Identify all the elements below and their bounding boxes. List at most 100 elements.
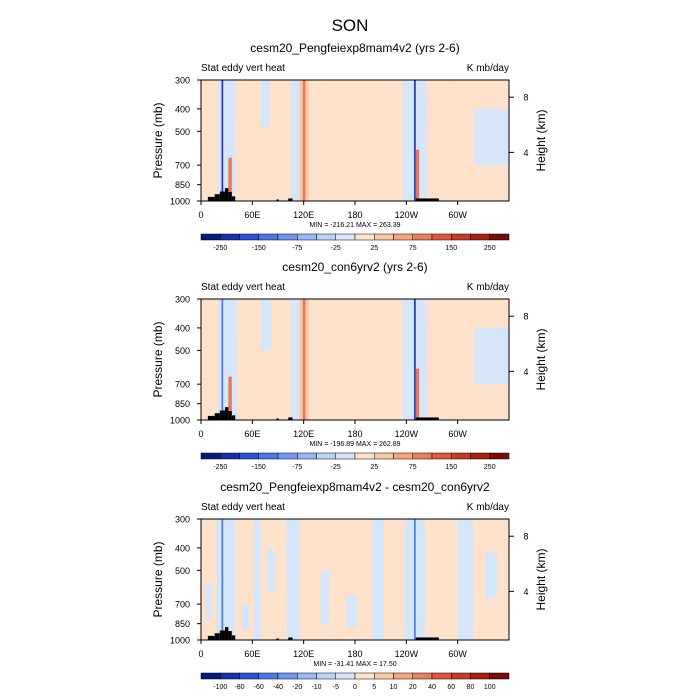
x-tick-label: 120E: [293, 429, 314, 439]
contour-field: [201, 80, 509, 201]
colorbar-label: 75: [409, 245, 417, 252]
contour-zone: [252, 80, 291, 201]
contour-zone: [206, 581, 212, 621]
contour-zone: [201, 519, 217, 640]
colorbar-swatch: [335, 672, 356, 680]
topography-block: [276, 199, 279, 201]
topography-block: [415, 417, 439, 420]
colorbar-label: 40: [428, 684, 436, 691]
contour-zone: [221, 299, 224, 420]
colorbar-label: 25: [370, 464, 378, 471]
colorbar-label: 60: [447, 684, 455, 691]
left-label: Stat eddy vert heat: [201, 282, 285, 293]
x-tick-label: 120W: [395, 429, 419, 439]
colorbar-swatch: [412, 233, 433, 241]
topography-block: [214, 633, 220, 640]
y-tick-label: 1000: [170, 197, 190, 207]
left-label: Stat eddy vert heat: [201, 63, 285, 74]
contour-zone: [425, 519, 458, 640]
colorbar-label: -5: [333, 684, 339, 691]
left-label: Stat eddy vert heat: [201, 502, 285, 513]
colorbar-label: 25: [370, 245, 378, 252]
y-tick-label: 500: [175, 566, 190, 576]
colorbar-swatch: [374, 672, 394, 680]
topography-block: [214, 194, 220, 201]
contour-zone: [302, 299, 306, 420]
contour-zone: [228, 157, 232, 201]
y-tick-label: 850: [175, 180, 190, 190]
topography-block: [224, 188, 229, 201]
topography-block: [207, 635, 215, 640]
contour-zone: [372, 519, 385, 640]
contour-zone: [485, 552, 498, 599]
contour-zone: [426, 80, 450, 201]
height-tick-label: 8: [523, 532, 528, 542]
contour-zone: [384, 519, 405, 640]
colorbar-label: -60: [254, 684, 264, 691]
contour-zone: [290, 80, 300, 201]
contour-zone: [414, 299, 416, 420]
right-label: K mb/day: [467, 502, 509, 513]
y-tick-label: 700: [175, 600, 190, 610]
contour-zone: [252, 299, 291, 420]
colorbar-swatch: [277, 452, 298, 460]
y-axis-label: Pressure (mb): [151, 541, 165, 617]
contour-zone: [474, 327, 509, 385]
y-tick-label: 500: [175, 127, 190, 137]
x-tick-label: 120W: [395, 210, 419, 220]
colorbar-label: 150: [445, 464, 457, 471]
x-tick-label: 180: [347, 210, 362, 220]
contour-zone: [228, 376, 232, 420]
y-axis-right-label: Height (km): [534, 548, 548, 610]
colorbar-label: -10: [311, 684, 321, 691]
y-tick-label: 850: [175, 619, 190, 629]
colorbar-swatch: [412, 672, 433, 680]
topography-block: [231, 196, 236, 201]
contour-zone: [216, 519, 236, 640]
contour-field: [201, 519, 509, 640]
colorbar-label: -25: [331, 245, 341, 252]
y-axis-right-label: Height (km): [534, 109, 548, 171]
colorbar-swatch: [297, 452, 317, 460]
colorbar: -250 -150 -75 -25 25 75 150 250: [200, 233, 510, 252]
x-tick-label: 0: [198, 210, 203, 220]
colorbar-swatch: [297, 233, 317, 241]
colorbar-label: -250: [213, 245, 227, 252]
topography-block: [231, 635, 236, 640]
x-tick-label: 180: [347, 429, 362, 439]
x-tick-label: 0: [198, 429, 203, 439]
colorbar-label: -25: [331, 464, 341, 471]
colorbar-label: -150: [252, 464, 266, 471]
colorbar-swatch: [374, 452, 394, 460]
height-tick-label: 8: [523, 312, 528, 322]
topography-block: [288, 417, 293, 420]
y-tick-label: 400: [175, 543, 190, 553]
y-tick-label: 700: [175, 380, 190, 390]
contour-zone: [426, 299, 450, 420]
topography: [207, 407, 439, 420]
colorbar-swatch: [335, 233, 356, 241]
colorbar-label: 10: [390, 684, 398, 691]
colorbar-swatch: [239, 452, 259, 460]
contour-zone: [254, 519, 261, 640]
topography-block: [276, 418, 279, 420]
colorbar-swatch: [489, 233, 510, 241]
colorbar-label: 80: [467, 684, 475, 691]
height-tick-label: 8: [523, 93, 528, 103]
panel-3: cesm20_Pengfeiexp8mam4v2 - cesm20_con6yr…: [151, 480, 548, 691]
colorbar-label: 150: [445, 245, 457, 252]
y-tick-label: 500: [175, 346, 190, 356]
colorbar-label: -75: [292, 245, 302, 252]
x-tick-label: 180: [347, 649, 362, 659]
contour-zone: [236, 339, 253, 420]
colorbar-swatch: [451, 233, 471, 241]
topography-block: [415, 637, 439, 640]
contour-zone: [235, 120, 253, 201]
panel-title: cesm20_Pengfeiexp8mam4v2 (yrs 2-6): [250, 41, 459, 55]
colorbar-label: -75: [292, 464, 302, 471]
contour-zone: [415, 368, 420, 420]
colorbar-swatch: [451, 452, 471, 460]
colorbar-swatch: [258, 672, 279, 680]
colorbar-swatch: [220, 672, 240, 680]
colorbar-label: 0: [353, 684, 357, 691]
